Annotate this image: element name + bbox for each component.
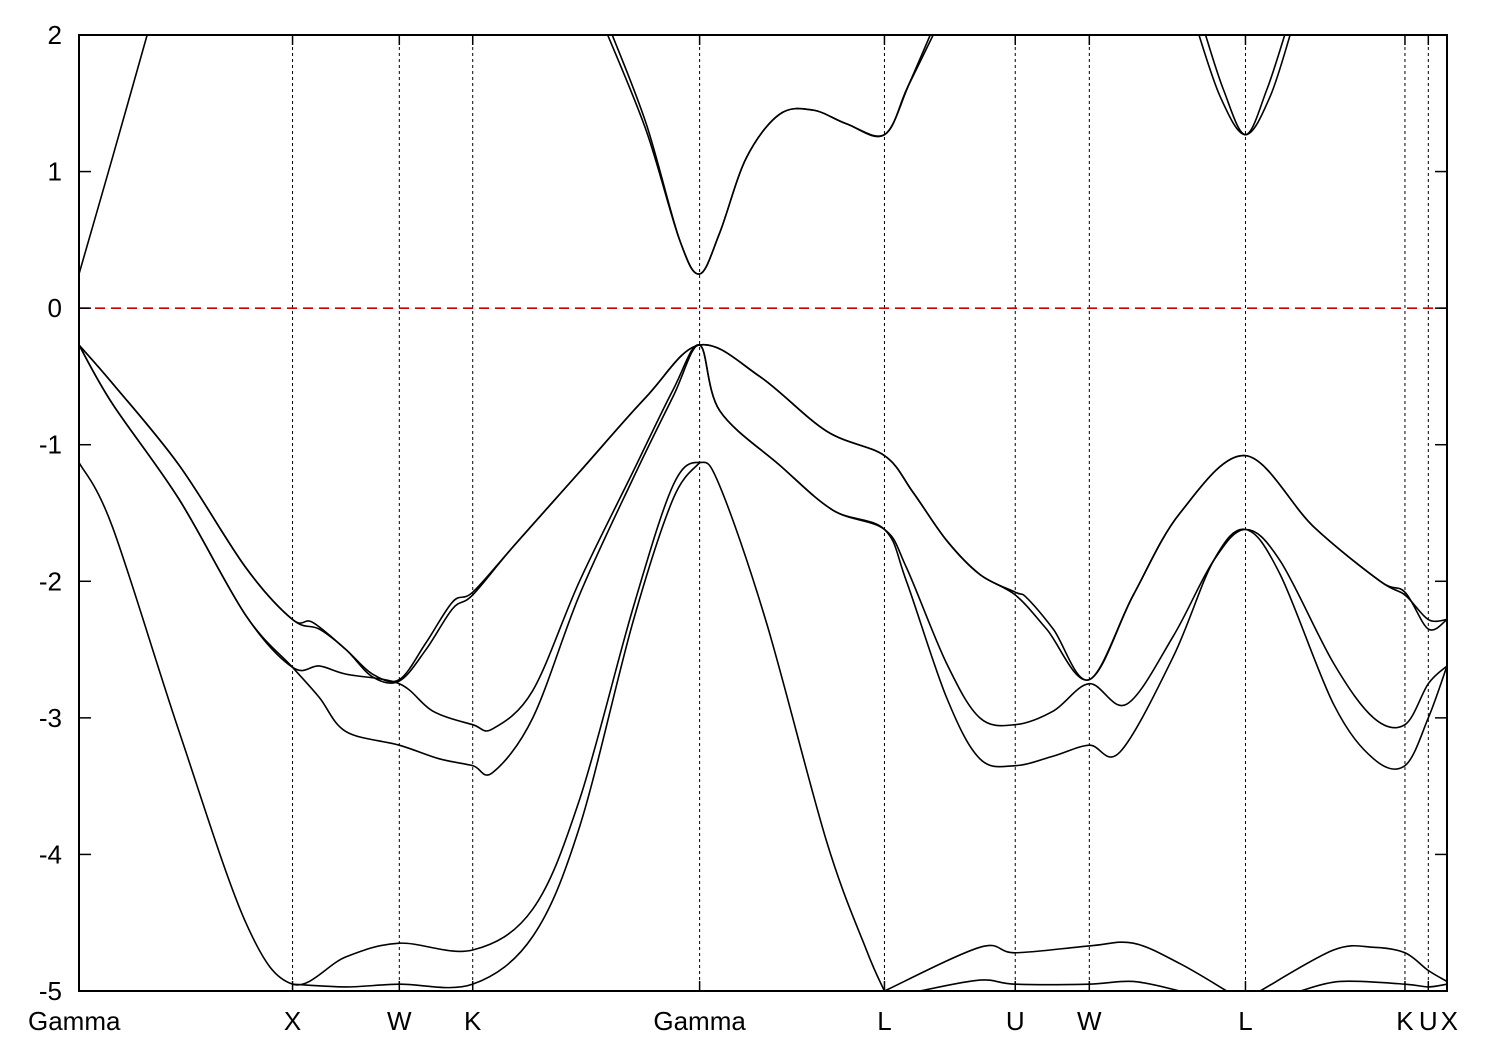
band-line xyxy=(1198,35,1291,136)
x-tick-label: W xyxy=(1077,1006,1102,1036)
band-line xyxy=(919,979,1181,991)
x-tick-label: K xyxy=(464,1006,482,1036)
x-tick-label: L xyxy=(1238,1006,1252,1036)
bands-group xyxy=(79,35,1447,991)
x-tick-label: U xyxy=(1006,1006,1025,1036)
high-symmetry-lines xyxy=(292,35,1429,991)
x-tick-label: X xyxy=(284,1006,301,1036)
x-tick-label: Gamma xyxy=(653,1006,746,1036)
band-line xyxy=(1204,35,1286,136)
y-tick-label: -3 xyxy=(39,703,62,733)
y-tick-label: 2 xyxy=(48,20,62,50)
x-tick-label: Gamma xyxy=(28,1006,121,1036)
band-line xyxy=(292,461,701,989)
y-axis-ticks: 2 1 0 -1 -2 -3 -4 -5 xyxy=(39,20,1447,1006)
y-tick-label: -4 xyxy=(39,839,62,869)
band-line xyxy=(79,344,1447,732)
y-tick-label: -5 xyxy=(39,976,62,1006)
x-axis-ticks: Gamma X W K Gamma L U W L K U X xyxy=(28,35,1458,1036)
band-line xyxy=(79,35,148,275)
band-line xyxy=(79,461,886,991)
band-line xyxy=(79,344,1447,776)
y-tick-label: 1 xyxy=(48,157,62,187)
y-tick-label: -2 xyxy=(39,566,62,596)
band-line xyxy=(79,343,1447,683)
plot-frame xyxy=(78,34,1448,992)
x-tick-label: W xyxy=(387,1006,412,1036)
band-line xyxy=(611,35,935,275)
band-line xyxy=(1259,944,1447,991)
band-line xyxy=(79,343,1447,684)
x-tick-label: K xyxy=(1396,1006,1414,1036)
band-line xyxy=(1299,980,1447,991)
y-tick-label: 0 xyxy=(48,293,62,323)
band-line xyxy=(884,941,1228,991)
x-tick-label: L xyxy=(877,1006,891,1036)
x-tick-label: U xyxy=(1419,1006,1438,1036)
y-tick-label: -1 xyxy=(39,430,62,460)
x-tick-label: X xyxy=(1441,1006,1458,1036)
